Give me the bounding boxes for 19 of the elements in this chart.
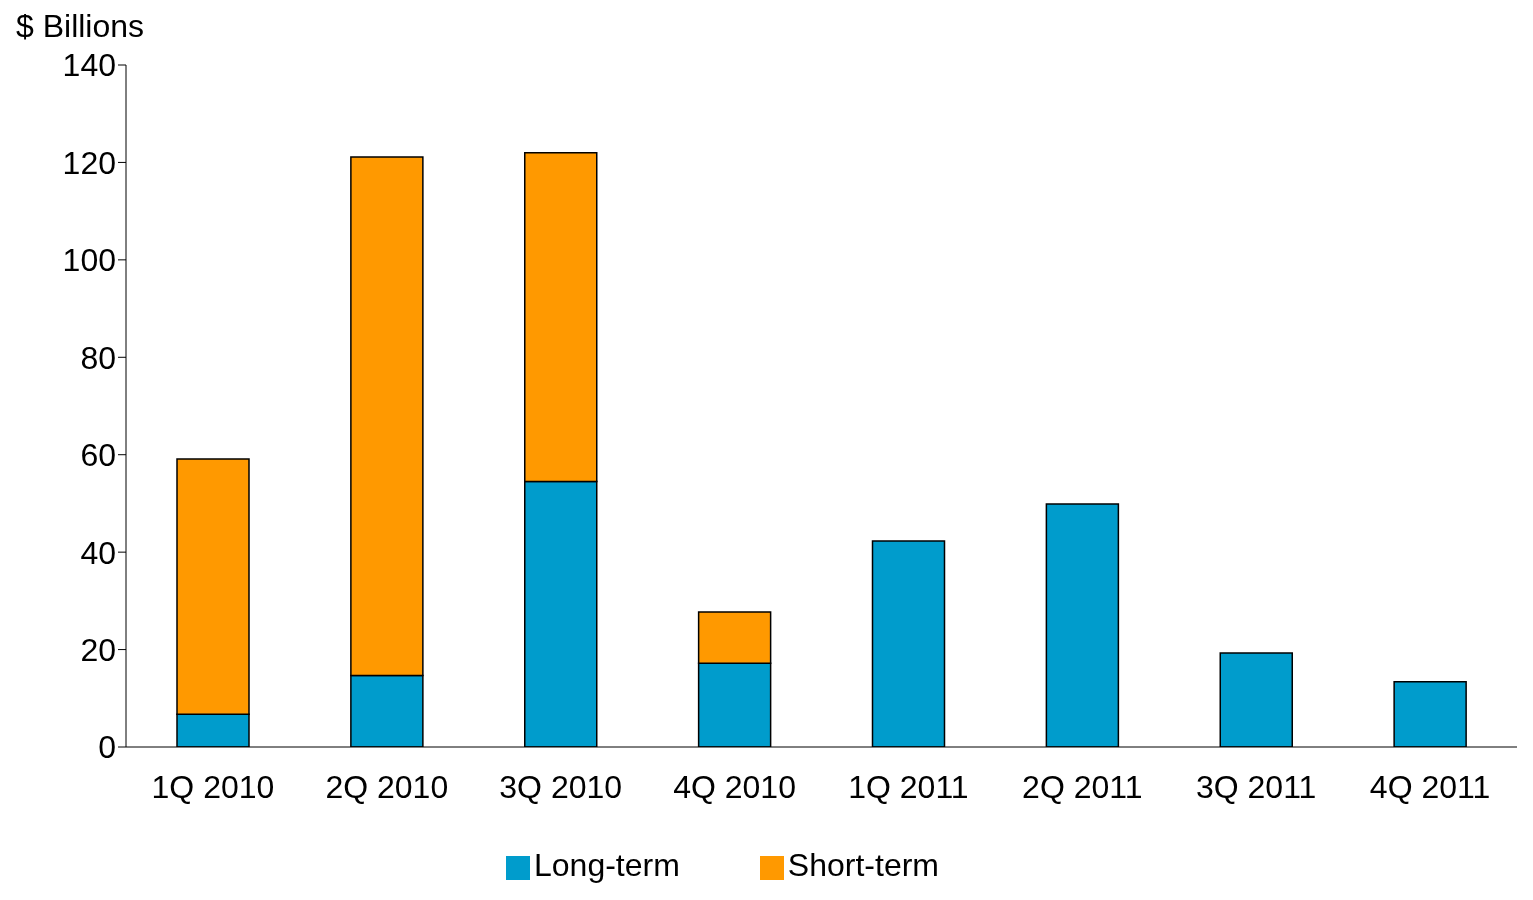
y-axis-title: $ Billions [16, 8, 145, 45]
x-tick-label: 3Q 2011 [1195, 768, 1317, 805]
legend-label: Long-term [534, 847, 680, 883]
x-tick-label: 4Q 2010 [673, 768, 796, 805]
y-tick-label: 20 [80, 631, 116, 668]
y-tick-label: 100 [62, 242, 116, 279]
y-tick-label: 120 [62, 144, 116, 181]
x-tick-label: 1Q 2011 [848, 768, 969, 805]
y-tick-label: 80 [80, 339, 116, 376]
y-tick-label: 40 [80, 534, 116, 571]
x-tick-label: 2Q 2011 [1022, 768, 1143, 805]
x-tick-label: 3Q 2010 [499, 768, 623, 805]
legend-label: Short-term [787, 847, 939, 883]
y-tick-label: 140 [62, 47, 116, 84]
x-tick-label: 4Q 2011 [1369, 768, 1491, 805]
y-tick-label: 60 [80, 437, 116, 474]
y-tick-label: 0 [98, 729, 116, 766]
x-tick-label: 1Q 2010 [151, 768, 275, 805]
x-tick-label: 2Q 2010 [325, 768, 449, 805]
